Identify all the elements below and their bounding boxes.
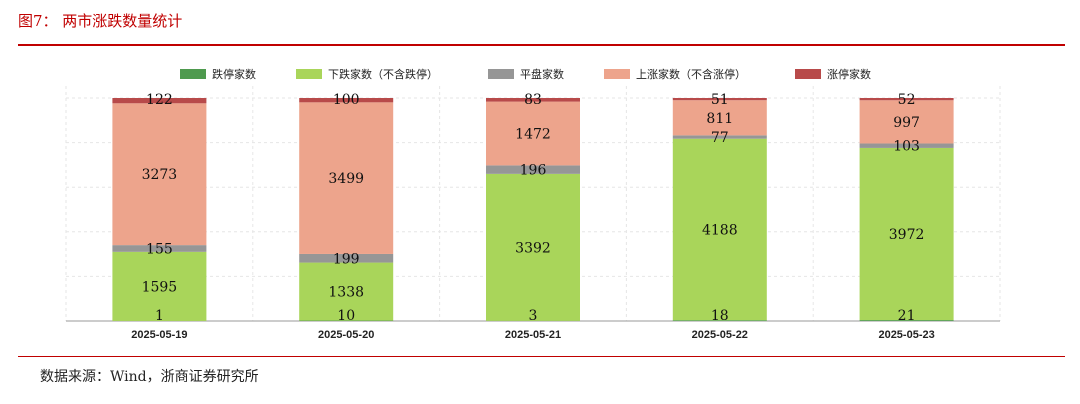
figure-title: 图7： 两市涨跌数量统计	[18, 12, 183, 30]
bar-segment	[299, 102, 394, 254]
data-label: 199	[333, 251, 360, 267]
data-label: 103	[893, 139, 920, 155]
bar-segment	[859, 100, 954, 144]
data-label: 3972	[889, 227, 925, 243]
chart-legend: 跌停家数 下跌家数（不含跌停） 平盘家数 上涨家数（不含涨停） 涨停家数	[180, 67, 871, 81]
legend-swatch	[296, 69, 322, 79]
data-label: 83	[524, 92, 542, 108]
data-label: 77	[711, 130, 729, 146]
data-label: 811	[706, 111, 733, 127]
legend-label: 平盘家数	[520, 67, 564, 81]
title-divider	[18, 44, 1065, 46]
bar-segment	[672, 135, 767, 139]
legend-swatch	[795, 69, 821, 79]
data-label: 100	[333, 92, 360, 108]
data-label: 155	[146, 241, 173, 257]
stacked-bar-chart: 跌停家数 下跌家数（不含跌停） 平盘家数 上涨家数（不含涨停） 涨停家数 1 1595 15…	[65, 67, 1001, 341]
bar-segment	[299, 253, 394, 263]
x-tick-label: 2025-05-21	[505, 329, 561, 341]
x-tick-label: 2025-05-20	[318, 329, 374, 341]
x-tick-label: 2025-05-23	[878, 329, 934, 341]
data-label: 122	[146, 92, 173, 108]
data-label: 18	[711, 308, 729, 324]
bar-segment	[486, 173, 580, 321]
data-label: 10	[337, 308, 355, 324]
data-label: 1	[155, 308, 164, 324]
bar-segment	[672, 98, 767, 101]
legend-label: 上涨家数（不含涨停）	[636, 67, 746, 81]
bar-segment	[112, 245, 207, 252]
data-label: 3499	[328, 171, 364, 187]
bar-segment	[672, 100, 767, 136]
data-label: 3392	[515, 240, 551, 256]
source-note: 数据来源：Wind，浙商证券研究所	[40, 369, 259, 385]
data-label: 51	[711, 92, 729, 108]
legend-label: 下跌家数（不含跌停）	[328, 67, 438, 81]
bar-segment	[486, 98, 580, 102]
bar-segment	[859, 98, 954, 101]
bar-segment	[112, 98, 207, 104]
bar-segment	[672, 320, 767, 321]
bar-segment	[299, 98, 394, 103]
data-label: 1595	[142, 279, 178, 295]
bar-segment	[859, 147, 954, 321]
legend-swatch	[604, 69, 630, 79]
legend-swatch	[180, 69, 206, 79]
bar-segment	[859, 143, 954, 148]
bar-segment	[486, 101, 580, 166]
legend-label: 跌停家数	[212, 67, 256, 81]
data-label: 52	[898, 92, 916, 108]
data-label: 4188	[702, 222, 738, 238]
chart-bars	[112, 98, 954, 321]
data-label: 21	[898, 308, 916, 324]
data-label: 3	[529, 308, 538, 324]
data-label: 3273	[142, 167, 178, 183]
bar-segment	[672, 138, 767, 321]
source-divider	[18, 356, 1065, 357]
chart-x-ticks: 2025-05-19 2025-05-20 2025-05-21 2025-05-22…	[131, 329, 934, 341]
bar-segment	[486, 165, 580, 174]
x-tick-label: 2025-05-19	[131, 329, 187, 341]
bar-segment	[859, 320, 954, 321]
bar-segment	[112, 251, 207, 321]
data-label: 196	[520, 163, 547, 179]
data-label: 1472	[515, 126, 551, 142]
bar-segment	[299, 262, 394, 321]
x-tick-label: 2025-05-22	[692, 329, 748, 341]
data-label: 1338	[328, 285, 364, 301]
data-label: 997	[893, 115, 920, 131]
legend-label: 涨停家数	[827, 67, 871, 81]
legend-swatch	[488, 69, 514, 79]
bar-segment	[112, 103, 207, 246]
chart-data-labels: 1 1595 155 3273 122 10 1338 199 3499 100 3 3392 196 1…	[142, 92, 925, 324]
